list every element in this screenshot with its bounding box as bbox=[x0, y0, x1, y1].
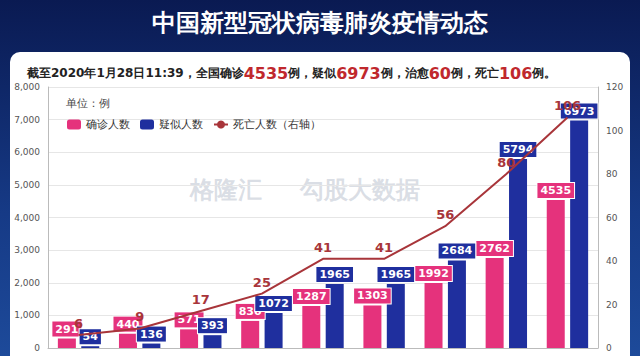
svg-text:20: 20 bbox=[606, 300, 618, 310]
svg-text:6,000: 6,000 bbox=[14, 147, 40, 157]
svg-text:136: 136 bbox=[140, 328, 163, 341]
svg-text:17: 17 bbox=[192, 292, 210, 307]
svg-text:单位：例: 单位：例 bbox=[66, 97, 110, 110]
svg-text:80: 80 bbox=[606, 169, 618, 179]
svg-text:3,000: 3,000 bbox=[14, 245, 40, 255]
svg-text:例，治愈: 例，治愈 bbox=[380, 66, 430, 80]
svg-text:1303: 1303 bbox=[357, 289, 388, 302]
svg-text:0: 0 bbox=[606, 343, 612, 353]
svg-text:56: 56 bbox=[436, 207, 454, 222]
svg-text:5794: 5794 bbox=[502, 143, 534, 156]
svg-text:4,000: 4,000 bbox=[14, 213, 40, 223]
svg-text:393: 393 bbox=[201, 319, 224, 332]
svg-text:4535: 4535 bbox=[540, 184, 571, 197]
svg-text:1072: 1072 bbox=[258, 297, 289, 310]
svg-text:例，死亡: 例，死亡 bbox=[450, 66, 499, 80]
svg-text:41: 41 bbox=[314, 240, 332, 255]
svg-text:1287: 1287 bbox=[296, 290, 327, 303]
svg-text:54: 54 bbox=[82, 330, 98, 344]
svg-text:格隆汇: 格隆汇 bbox=[189, 176, 262, 204]
svg-text:6: 6 bbox=[74, 316, 83, 331]
svg-text:1965: 1965 bbox=[380, 268, 411, 281]
svg-text:40: 40 bbox=[606, 256, 618, 266]
svg-text:疑似人数: 疑似人数 bbox=[159, 118, 203, 131]
svg-text:25: 25 bbox=[253, 275, 271, 290]
svg-text:571: 571 bbox=[177, 313, 201, 327]
svg-text:5,000: 5,000 bbox=[14, 180, 40, 190]
svg-text:1965: 1965 bbox=[319, 268, 350, 281]
svg-text:2684: 2684 bbox=[442, 244, 473, 257]
svg-text:2,000: 2,000 bbox=[14, 278, 40, 288]
svg-text:6973: 6973 bbox=[336, 64, 381, 83]
svg-text:确诊人数: 确诊人数 bbox=[85, 118, 130, 131]
svg-text:60: 60 bbox=[606, 213, 618, 223]
svg-text:中国新型冠状病毒肺炎疫情动态: 中国新型冠状病毒肺炎疫情动态 bbox=[152, 9, 488, 37]
svg-text:120: 120 bbox=[606, 82, 623, 92]
svg-text:例，疑似: 例，疑似 bbox=[287, 66, 337, 80]
svg-text:7,000: 7,000 bbox=[14, 115, 40, 125]
svg-text:1992: 1992 bbox=[418, 267, 449, 280]
svg-text:291: 291 bbox=[55, 322, 79, 336]
svg-text:41: 41 bbox=[375, 240, 393, 255]
svg-text:80: 80 bbox=[497, 155, 515, 170]
svg-text:1,000: 1,000 bbox=[14, 310, 40, 320]
svg-text:死亡人数（右轴）: 死亡人数（右轴） bbox=[233, 118, 321, 131]
svg-text:4535: 4535 bbox=[244, 64, 289, 83]
svg-text:9: 9 bbox=[135, 309, 144, 324]
svg-text:8,000: 8,000 bbox=[14, 82, 40, 92]
svg-text:0: 0 bbox=[34, 343, 40, 353]
svg-text:勾股大数据: 勾股大数据 bbox=[299, 176, 420, 204]
svg-text:2762: 2762 bbox=[479, 242, 510, 255]
svg-text:100: 100 bbox=[606, 126, 623, 136]
svg-text:例。: 例。 bbox=[531, 66, 556, 80]
svg-text:60: 60 bbox=[429, 64, 451, 83]
svg-text:106: 106 bbox=[554, 98, 581, 113]
svg-text:截至2020年1月28日11:39，全国确诊: 截至2020年1月28日11:39，全国确诊 bbox=[26, 66, 245, 80]
svg-text:830: 830 bbox=[238, 304, 262, 318]
svg-text:106: 106 bbox=[499, 64, 532, 83]
